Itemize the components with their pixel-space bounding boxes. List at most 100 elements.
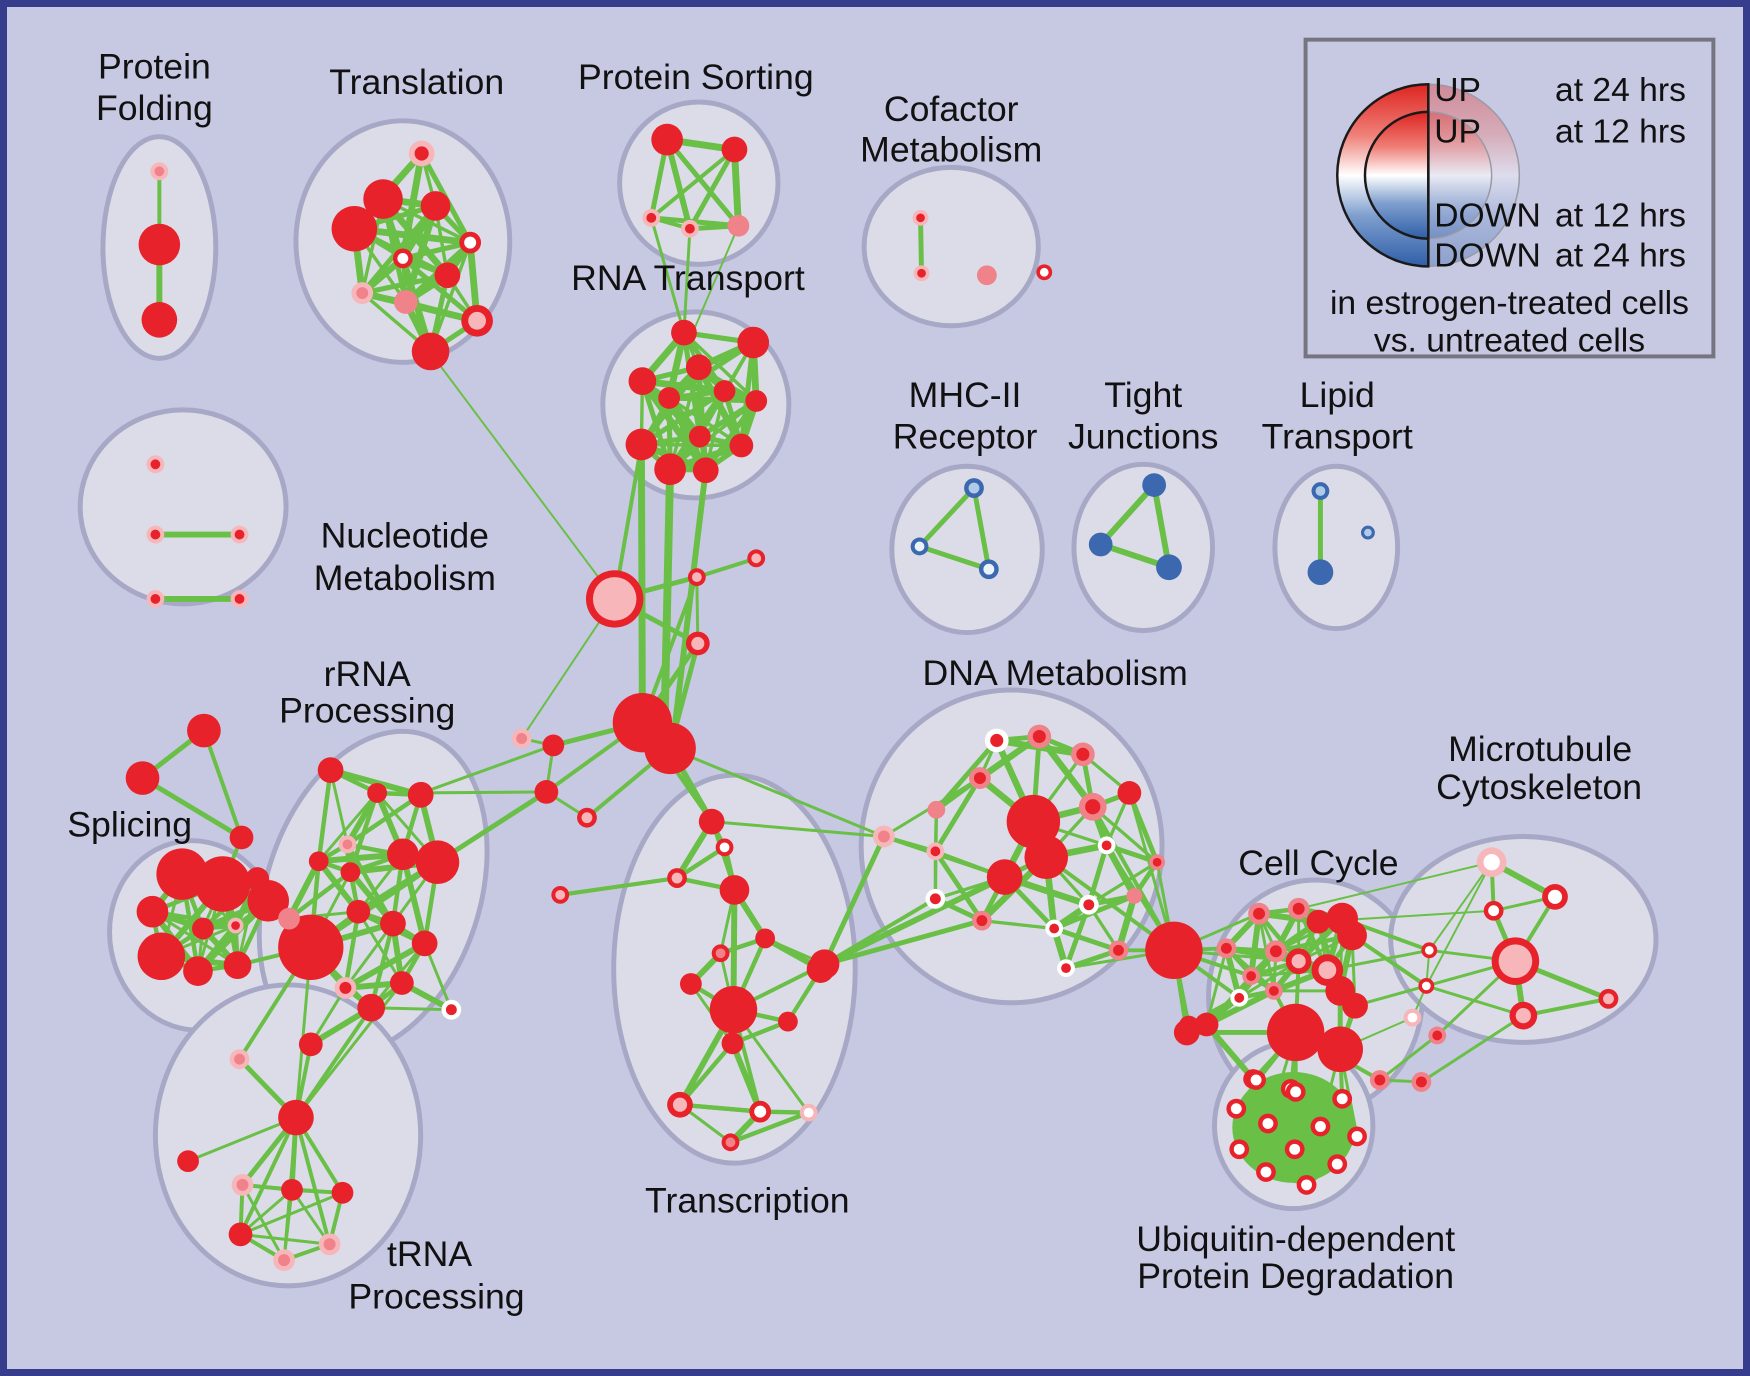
cluster-label-mhc-ii-receptor: Receptor <box>893 416 1038 456</box>
network-edge <box>687 147 737 232</box>
inter-cluster-edge <box>669 467 709 752</box>
legend-caption: vs. untreated cells <box>1374 322 1645 359</box>
network-node <box>1126 887 1143 904</box>
network-node <box>136 895 169 928</box>
cluster-label-cell-cycle: Cell Cycle <box>1238 843 1398 883</box>
network-node-core <box>691 636 705 650</box>
network-node <box>729 433 754 458</box>
network-node-core <box>1483 854 1500 871</box>
network-node <box>542 734 565 757</box>
network-node-core <box>1234 992 1245 1003</box>
network-node-core <box>983 563 995 575</box>
inter-cluster-edge <box>1378 1033 1439 1082</box>
network-edge <box>728 1110 811 1145</box>
network-node <box>125 761 160 795</box>
network-node <box>380 910 406 937</box>
network-node <box>281 1178 303 1201</box>
network-node-core <box>1039 267 1049 277</box>
legend-row-direction: DOWN <box>1434 237 1541 274</box>
network-edge <box>932 775 983 854</box>
network-node <box>387 838 419 871</box>
network-node-core <box>917 268 926 278</box>
cluster-label-ubiquitin-degradation: Ubiquitin-dependent <box>1136 1219 1455 1259</box>
network-edge <box>1036 733 1097 811</box>
network-edge <box>316 767 333 864</box>
network-edge <box>1428 861 1493 952</box>
network-node <box>278 914 344 980</box>
inter-cluster-edge <box>710 820 886 838</box>
cluster-label-ubiquitin-degradation: Protein Degradation <box>1137 1256 1454 1296</box>
network-edge <box>1203 987 1277 1028</box>
network-node <box>415 840 460 884</box>
network-edge <box>918 215 924 276</box>
network-edge <box>1203 1021 1257 1082</box>
network-edge <box>1425 861 1493 987</box>
network-node <box>317 757 344 784</box>
cluster-label-lipid-transport: Lipid <box>1300 375 1375 415</box>
network-node <box>692 457 719 484</box>
network-node-core <box>930 846 941 857</box>
network-node-core <box>468 311 486 330</box>
network-node <box>737 326 770 359</box>
network-edge <box>1087 860 1159 907</box>
network-node-core <box>1424 945 1434 955</box>
cluster-label-splicing: Splicing <box>67 804 192 844</box>
network-node <box>534 780 559 804</box>
network-node-core <box>1407 1012 1418 1023</box>
network-node <box>247 880 290 922</box>
network-node <box>138 223 181 266</box>
network-node-core <box>1374 1074 1386 1086</box>
inter-cluster-edge <box>201 728 244 840</box>
network-node <box>1194 1012 1219 1037</box>
network-node-core <box>1083 899 1095 911</box>
network-node <box>671 319 697 346</box>
network-node-core <box>234 529 245 540</box>
network-node-core <box>715 948 726 959</box>
network-node <box>308 851 329 872</box>
network-node-core <box>234 1053 245 1065</box>
network-node-core <box>1331 1158 1343 1170</box>
network-edge <box>1151 482 1172 571</box>
network-node-core <box>1269 985 1279 996</box>
inter-cluster-edge <box>821 874 1008 968</box>
network-node-core <box>751 553 762 564</box>
network-node-core <box>339 981 352 994</box>
network-node <box>363 179 403 219</box>
network-node <box>137 932 186 980</box>
network-edge <box>293 1115 332 1247</box>
network-node-core <box>916 213 925 223</box>
network-node-core <box>516 733 528 744</box>
network-node-core <box>671 872 683 884</box>
network-edge <box>290 1188 332 1246</box>
network-node <box>1337 920 1367 951</box>
network-node-core <box>414 146 429 161</box>
cluster-label-transcription: Transcription <box>645 1181 850 1221</box>
network-node <box>177 1150 199 1173</box>
network-edge <box>1103 842 1138 900</box>
network-node <box>357 993 386 1022</box>
network-node-core <box>1076 747 1090 761</box>
network-node-core <box>1262 1118 1274 1129</box>
network-edge <box>186 1116 298 1163</box>
network-node-core <box>914 541 925 552</box>
network-node <box>698 808 725 835</box>
network-node <box>183 956 213 986</box>
inter-cluster-edge <box>140 775 244 840</box>
network-node-core <box>1488 905 1500 917</box>
network-node <box>278 907 300 930</box>
network-edge <box>703 398 759 473</box>
network-node-core <box>646 212 657 223</box>
network-edge <box>678 1102 763 1114</box>
network-node <box>141 301 178 338</box>
network-node <box>1342 992 1368 1019</box>
network-node <box>1117 781 1142 805</box>
network-node <box>721 1032 744 1055</box>
network-node <box>411 332 450 371</box>
network-node <box>777 1011 798 1032</box>
network-node <box>331 205 378 252</box>
network-edge <box>1126 790 1160 865</box>
network-node <box>1317 1026 1363 1073</box>
network-edge <box>649 147 737 220</box>
